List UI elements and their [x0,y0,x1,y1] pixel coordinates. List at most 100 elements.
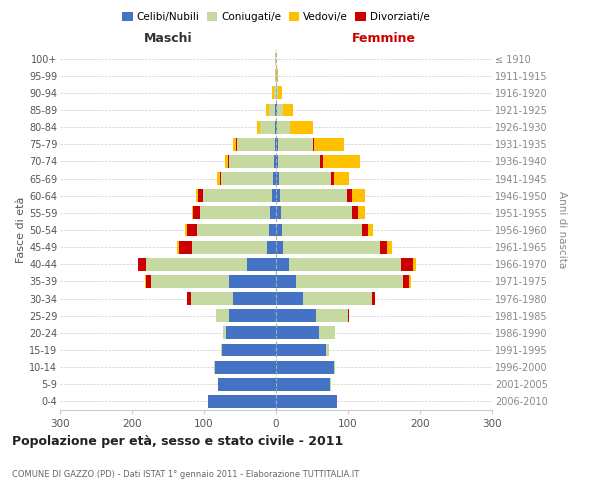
Y-axis label: Fasce di età: Fasce di età [16,197,26,263]
Bar [276,378,330,390]
Bar [222,344,276,356]
Bar [319,326,335,340]
Bar [352,206,358,220]
Bar [192,206,193,220]
Bar [257,120,260,134]
Bar [229,275,276,288]
Bar [334,360,335,374]
Bar [197,224,269,236]
Bar [331,172,334,185]
Bar [280,190,347,202]
Bar [278,86,282,100]
Bar [233,138,236,150]
Y-axis label: Anni di nascita: Anni di nascita [557,192,567,268]
Bar [200,206,270,220]
Bar [275,52,276,65]
Bar [269,104,275,117]
Bar [276,224,283,236]
Bar [145,275,146,288]
Bar [380,240,387,254]
Bar [276,275,296,288]
Bar [269,224,276,236]
Bar [229,155,274,168]
Bar [283,104,293,117]
Legend: Celibi/Nubili, Coniugati/e, Vedovi/e, Divorziati/e: Celibi/Nubili, Coniugati/e, Vedovi/e, Di… [120,10,432,24]
Bar [387,240,392,254]
Bar [289,258,401,270]
Bar [276,155,278,168]
Bar [276,310,316,322]
Bar [409,275,410,288]
Bar [236,138,237,150]
Bar [334,172,349,185]
Bar [179,240,192,254]
Bar [223,326,226,340]
Bar [272,86,274,100]
Bar [323,155,360,168]
Bar [413,258,416,270]
Bar [151,275,229,288]
Bar [281,206,352,220]
Bar [187,292,191,305]
Bar [358,206,365,220]
Bar [403,275,409,288]
Bar [276,292,304,305]
Bar [279,172,331,185]
Bar [276,172,279,185]
Bar [216,310,229,322]
Bar [275,70,276,82]
Bar [276,120,277,134]
Bar [276,138,278,150]
Bar [139,258,146,270]
Bar [203,190,272,202]
Text: Maschi: Maschi [143,32,193,45]
Bar [138,258,139,270]
Bar [320,155,323,168]
Bar [146,275,151,288]
Bar [276,360,334,374]
Bar [208,395,276,408]
Bar [196,190,197,202]
Text: Popolazione per età, sesso e stato civile - 2011: Popolazione per età, sesso e stato civil… [12,435,343,448]
Bar [270,206,276,220]
Bar [277,104,283,117]
Bar [401,258,413,270]
Bar [247,258,276,270]
Bar [352,190,365,202]
Bar [272,190,276,202]
Bar [372,292,374,305]
Bar [275,138,276,150]
Bar [276,240,283,254]
Bar [362,224,368,236]
Bar [276,258,289,270]
Bar [221,172,273,185]
Bar [221,344,222,356]
Bar [304,292,372,305]
Bar [374,292,376,305]
Bar [220,172,221,185]
Text: COMUNE DI GAZZO (PD) - Dati ISTAT 1° gennaio 2011 - Elaborazione TUTTITALIA.IT: COMUNE DI GAZZO (PD) - Dati ISTAT 1° gen… [12,470,359,479]
Bar [214,360,215,374]
Bar [283,240,380,254]
Bar [276,326,319,340]
Bar [229,310,276,322]
Bar [326,344,329,356]
Bar [191,292,233,305]
Text: Femmine: Femmine [352,32,416,45]
Bar [276,70,277,82]
Bar [226,326,276,340]
Bar [193,206,200,220]
Bar [276,104,277,117]
Bar [290,120,313,134]
Bar [277,70,278,82]
Bar [146,258,247,270]
Bar [233,292,276,305]
Bar [217,172,220,185]
Bar [275,104,276,117]
Bar [268,240,276,254]
Bar [277,120,290,134]
Bar [278,155,320,168]
Bar [274,155,276,168]
Bar [314,138,344,150]
Bar [266,104,269,117]
